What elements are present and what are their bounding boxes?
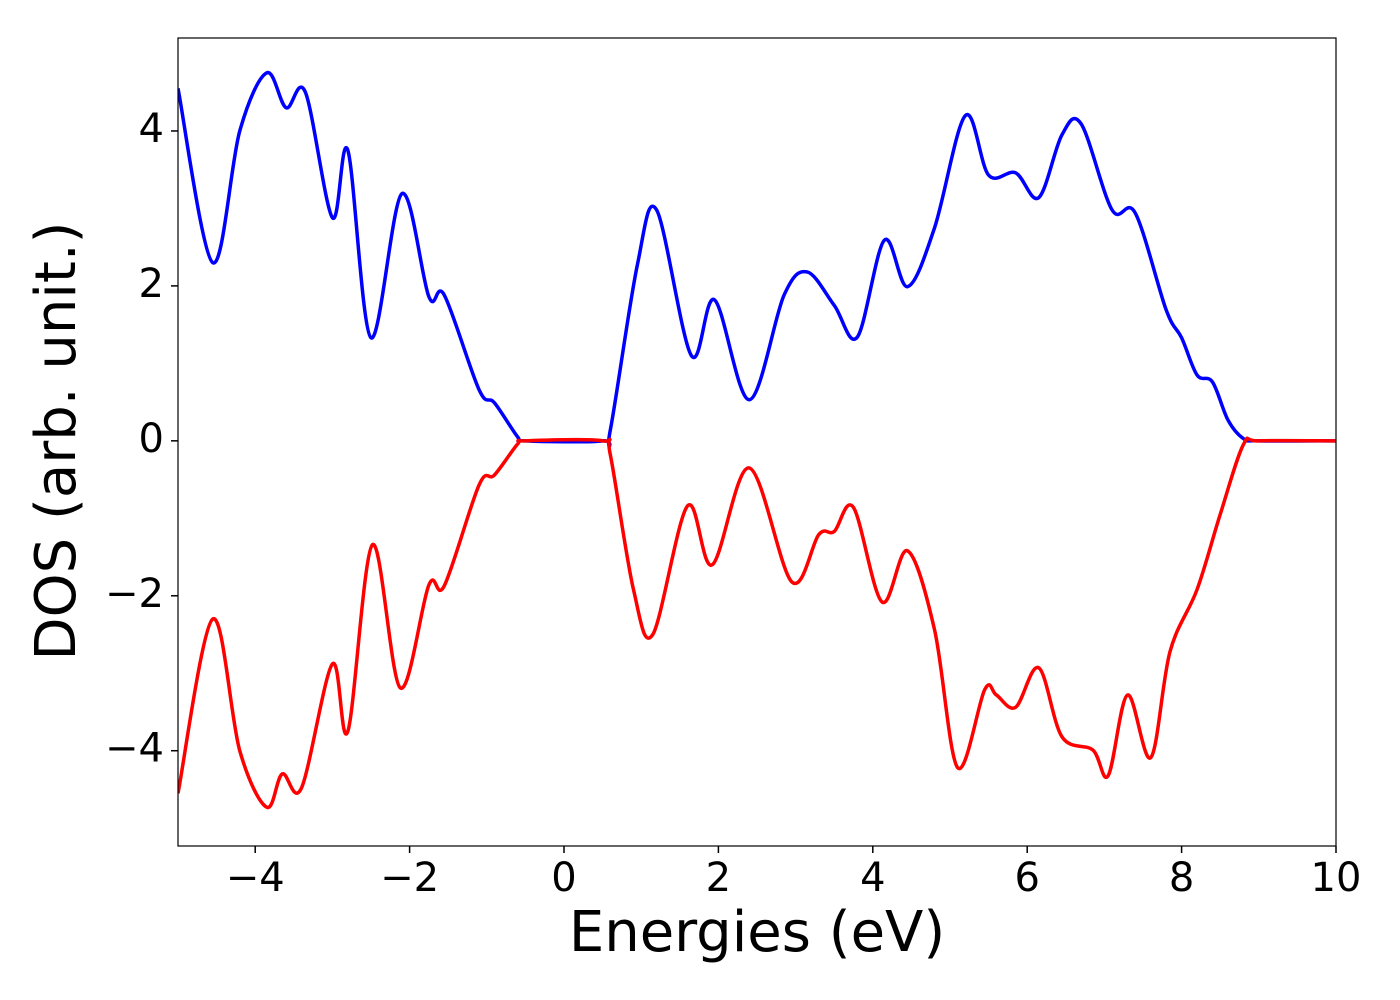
y-tick-label: 0 <box>139 416 164 462</box>
x-tick-label: 10 <box>1311 855 1362 901</box>
x-tick-label: 0 <box>551 855 576 901</box>
x-tick-label: 8 <box>1169 855 1194 901</box>
x-axis-label: Energies (eV) <box>569 900 945 965</box>
x-tick-label: 6 <box>1014 855 1039 901</box>
x-tick-label: 2 <box>706 855 731 901</box>
x-tick-label: −4 <box>226 855 285 901</box>
x-tick-label: −2 <box>380 855 439 901</box>
y-tick-label: −2 <box>105 571 164 617</box>
y-axis-label: DOS (arb. unit.) <box>24 221 89 660</box>
y-tick-label: 2 <box>139 261 164 307</box>
y-tick-label: 4 <box>139 106 164 152</box>
y-tick-label: −4 <box>105 726 164 772</box>
plot-frame <box>177 37 1337 847</box>
dos-line <box>178 436 1336 810</box>
dos-line <box>178 71 1336 448</box>
x-tick-label: 4 <box>860 855 885 901</box>
